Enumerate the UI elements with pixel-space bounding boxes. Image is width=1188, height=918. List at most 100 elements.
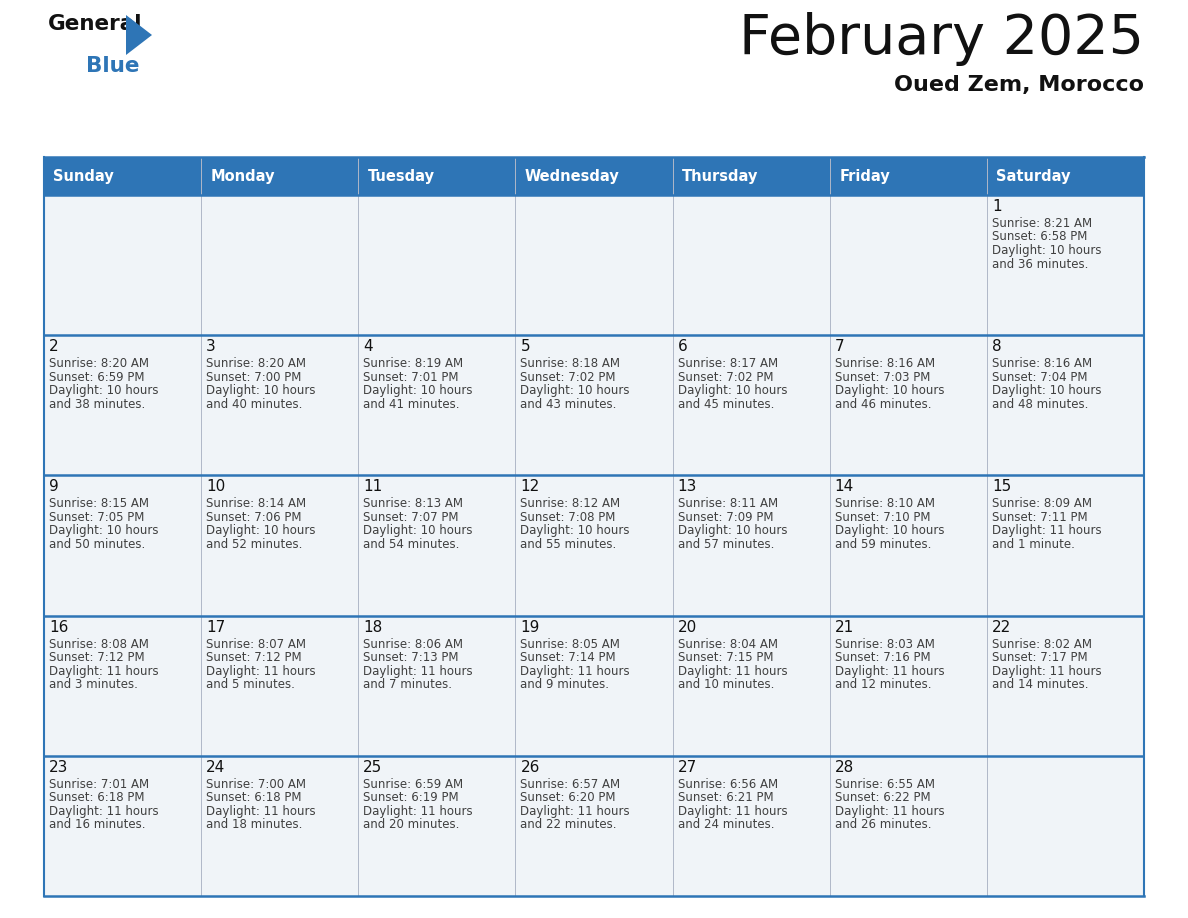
Text: and 48 minutes.: and 48 minutes. bbox=[992, 397, 1088, 410]
Text: Sunrise: 6:59 AM: Sunrise: 6:59 AM bbox=[364, 778, 463, 790]
Text: Sunrise: 8:02 AM: Sunrise: 8:02 AM bbox=[992, 638, 1092, 651]
Text: Daylight: 10 hours: Daylight: 10 hours bbox=[835, 385, 944, 397]
Text: Sunset: 7:02 PM: Sunset: 7:02 PM bbox=[520, 371, 615, 384]
Text: Daylight: 10 hours: Daylight: 10 hours bbox=[207, 385, 316, 397]
Text: 23: 23 bbox=[49, 760, 69, 775]
Text: Sunset: 6:18 PM: Sunset: 6:18 PM bbox=[49, 791, 145, 804]
Text: 15: 15 bbox=[992, 479, 1011, 495]
Bar bbox=[516, 476, 672, 616]
Text: Daylight: 11 hours: Daylight: 11 hours bbox=[207, 805, 316, 818]
Text: 1: 1 bbox=[992, 199, 1001, 214]
Text: Sunset: 7:09 PM: Sunset: 7:09 PM bbox=[677, 511, 773, 524]
Bar bbox=[359, 616, 516, 756]
Text: 13: 13 bbox=[677, 479, 697, 495]
Text: 6: 6 bbox=[677, 339, 688, 354]
Text: and 55 minutes.: and 55 minutes. bbox=[520, 538, 617, 551]
Text: Sunrise: 8:08 AM: Sunrise: 8:08 AM bbox=[49, 638, 148, 651]
Text: Daylight: 11 hours: Daylight: 11 hours bbox=[835, 805, 944, 818]
Text: Sunset: 7:11 PM: Sunset: 7:11 PM bbox=[992, 511, 1087, 524]
Text: Daylight: 10 hours: Daylight: 10 hours bbox=[520, 524, 630, 537]
Text: Oued Zem, Morocco: Oued Zem, Morocco bbox=[895, 75, 1144, 95]
Text: 8: 8 bbox=[992, 339, 1001, 354]
Bar bbox=[987, 756, 1144, 896]
Text: February 2025: February 2025 bbox=[739, 12, 1144, 66]
Bar bbox=[44, 195, 201, 335]
Text: Sunset: 7:01 PM: Sunset: 7:01 PM bbox=[364, 371, 459, 384]
Text: and 18 minutes.: and 18 minutes. bbox=[207, 818, 303, 832]
Text: Sunrise: 8:19 AM: Sunrise: 8:19 AM bbox=[364, 357, 463, 370]
Bar bbox=[672, 195, 829, 335]
Text: and 46 minutes.: and 46 minutes. bbox=[835, 397, 931, 410]
Bar bbox=[987, 335, 1144, 476]
Text: Friday: Friday bbox=[839, 169, 890, 184]
Text: 19: 19 bbox=[520, 620, 539, 634]
Text: and 12 minutes.: and 12 minutes. bbox=[835, 678, 931, 691]
Bar bbox=[359, 157, 516, 195]
Text: Saturday: Saturday bbox=[997, 169, 1070, 184]
Text: Daylight: 10 hours: Daylight: 10 hours bbox=[364, 385, 473, 397]
Text: Sunrise: 8:21 AM: Sunrise: 8:21 AM bbox=[992, 217, 1092, 230]
Text: Sunrise: 8:20 AM: Sunrise: 8:20 AM bbox=[49, 357, 148, 370]
Text: Thursday: Thursday bbox=[682, 169, 758, 184]
Text: Sunrise: 8:03 AM: Sunrise: 8:03 AM bbox=[835, 638, 935, 651]
Bar bbox=[829, 335, 987, 476]
Polygon shape bbox=[126, 15, 152, 55]
Bar bbox=[44, 756, 201, 896]
Bar bbox=[359, 195, 516, 335]
Text: and 57 minutes.: and 57 minutes. bbox=[677, 538, 773, 551]
Bar bbox=[516, 335, 672, 476]
Text: and 54 minutes.: and 54 minutes. bbox=[364, 538, 460, 551]
Bar bbox=[672, 157, 829, 195]
Text: and 36 minutes.: and 36 minutes. bbox=[992, 258, 1088, 271]
Bar bbox=[201, 195, 359, 335]
Bar bbox=[44, 157, 201, 195]
Text: Sunset: 7:12 PM: Sunset: 7:12 PM bbox=[49, 651, 145, 664]
Text: 21: 21 bbox=[835, 620, 854, 634]
Text: Sunrise: 8:17 AM: Sunrise: 8:17 AM bbox=[677, 357, 778, 370]
Text: and 14 minutes.: and 14 minutes. bbox=[992, 678, 1088, 691]
Text: and 41 minutes.: and 41 minutes. bbox=[364, 397, 460, 410]
Bar bbox=[516, 195, 672, 335]
Bar bbox=[672, 756, 829, 896]
Text: Sunset: 7:03 PM: Sunset: 7:03 PM bbox=[835, 371, 930, 384]
Bar bbox=[987, 616, 1144, 756]
Text: Sunset: 7:02 PM: Sunset: 7:02 PM bbox=[677, 371, 773, 384]
Text: Sunday: Sunday bbox=[53, 169, 114, 184]
Text: Sunset: 7:17 PM: Sunset: 7:17 PM bbox=[992, 651, 1087, 664]
Text: Sunrise: 8:11 AM: Sunrise: 8:11 AM bbox=[677, 498, 778, 510]
Text: Sunrise: 8:06 AM: Sunrise: 8:06 AM bbox=[364, 638, 463, 651]
Text: Wednesday: Wednesday bbox=[525, 169, 620, 184]
Text: 16: 16 bbox=[49, 620, 69, 634]
Bar bbox=[987, 476, 1144, 616]
Text: General: General bbox=[48, 14, 143, 34]
Text: Daylight: 10 hours: Daylight: 10 hours bbox=[49, 385, 158, 397]
Bar bbox=[672, 335, 829, 476]
Text: Daylight: 11 hours: Daylight: 11 hours bbox=[835, 665, 944, 677]
Text: 22: 22 bbox=[992, 620, 1011, 634]
Text: Daylight: 10 hours: Daylight: 10 hours bbox=[992, 244, 1101, 257]
Text: Sunrise: 8:12 AM: Sunrise: 8:12 AM bbox=[520, 498, 620, 510]
Bar bbox=[516, 756, 672, 896]
Text: Sunset: 6:59 PM: Sunset: 6:59 PM bbox=[49, 371, 145, 384]
Text: 4: 4 bbox=[364, 339, 373, 354]
Bar bbox=[359, 476, 516, 616]
Text: Daylight: 11 hours: Daylight: 11 hours bbox=[207, 665, 316, 677]
Text: Sunrise: 8:20 AM: Sunrise: 8:20 AM bbox=[207, 357, 307, 370]
Bar bbox=[201, 756, 359, 896]
Text: 18: 18 bbox=[364, 620, 383, 634]
Text: Sunset: 7:04 PM: Sunset: 7:04 PM bbox=[992, 371, 1087, 384]
Text: Sunset: 7:13 PM: Sunset: 7:13 PM bbox=[364, 651, 459, 664]
Bar bbox=[516, 616, 672, 756]
Text: and 26 minutes.: and 26 minutes. bbox=[835, 818, 931, 832]
Text: Sunrise: 7:01 AM: Sunrise: 7:01 AM bbox=[49, 778, 150, 790]
Bar bbox=[829, 476, 987, 616]
Bar bbox=[201, 335, 359, 476]
Text: Sunset: 7:12 PM: Sunset: 7:12 PM bbox=[207, 651, 302, 664]
Text: and 10 minutes.: and 10 minutes. bbox=[677, 678, 773, 691]
Text: Daylight: 11 hours: Daylight: 11 hours bbox=[677, 805, 788, 818]
Text: 14: 14 bbox=[835, 479, 854, 495]
Bar bbox=[201, 476, 359, 616]
Text: and 1 minute.: and 1 minute. bbox=[992, 538, 1075, 551]
Text: Daylight: 11 hours: Daylight: 11 hours bbox=[49, 665, 159, 677]
Text: 11: 11 bbox=[364, 479, 383, 495]
